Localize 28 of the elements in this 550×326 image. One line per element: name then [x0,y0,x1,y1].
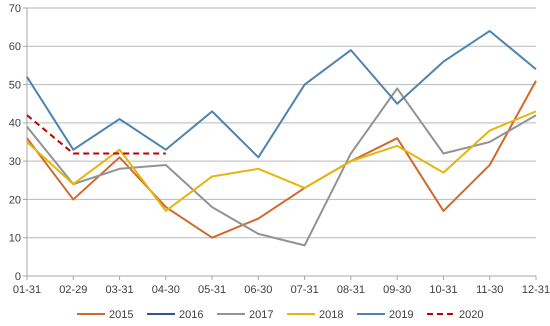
x-tick-label: 06-30 [244,284,272,296]
x-tick-label: 05-31 [198,284,226,296]
x-tick-label: 12-31 [522,284,550,296]
y-tick-label: 50 [8,79,21,92]
y-tick-label: 60 [8,41,21,54]
legend-label: 2020 [459,308,484,321]
legend-label: 2017 [249,308,274,321]
legend-label: 2016 [179,308,204,321]
y-tick-label: 40 [8,118,21,130]
legend-label: 2018 [319,308,344,321]
x-tick-label: 10-31 [429,284,458,296]
legend-label: 2015 [109,308,134,321]
y-tick-label: 20 [8,194,21,206]
x-tick-label: 08-31 [336,284,365,296]
y-tick-label: 70 [8,2,21,15]
x-tick-label: 09-30 [383,284,412,296]
x-tick-label: 03-31 [105,284,134,296]
legend-label: 2019 [389,308,414,321]
x-tick-label: 01-31 [12,284,42,296]
line-series [26,30,537,158]
x-tick-label: 07-31 [290,284,319,296]
y-tick-label: 10 [8,232,21,245]
x-tick-label: 11-30 [476,284,504,296]
y-tick-label: 0 [14,270,21,283]
line-series [26,110,537,212]
x-tick-label: 04-30 [152,284,180,296]
y-tick-label: 30 [8,156,21,168]
x-tick-label: 02-29 [59,284,88,296]
